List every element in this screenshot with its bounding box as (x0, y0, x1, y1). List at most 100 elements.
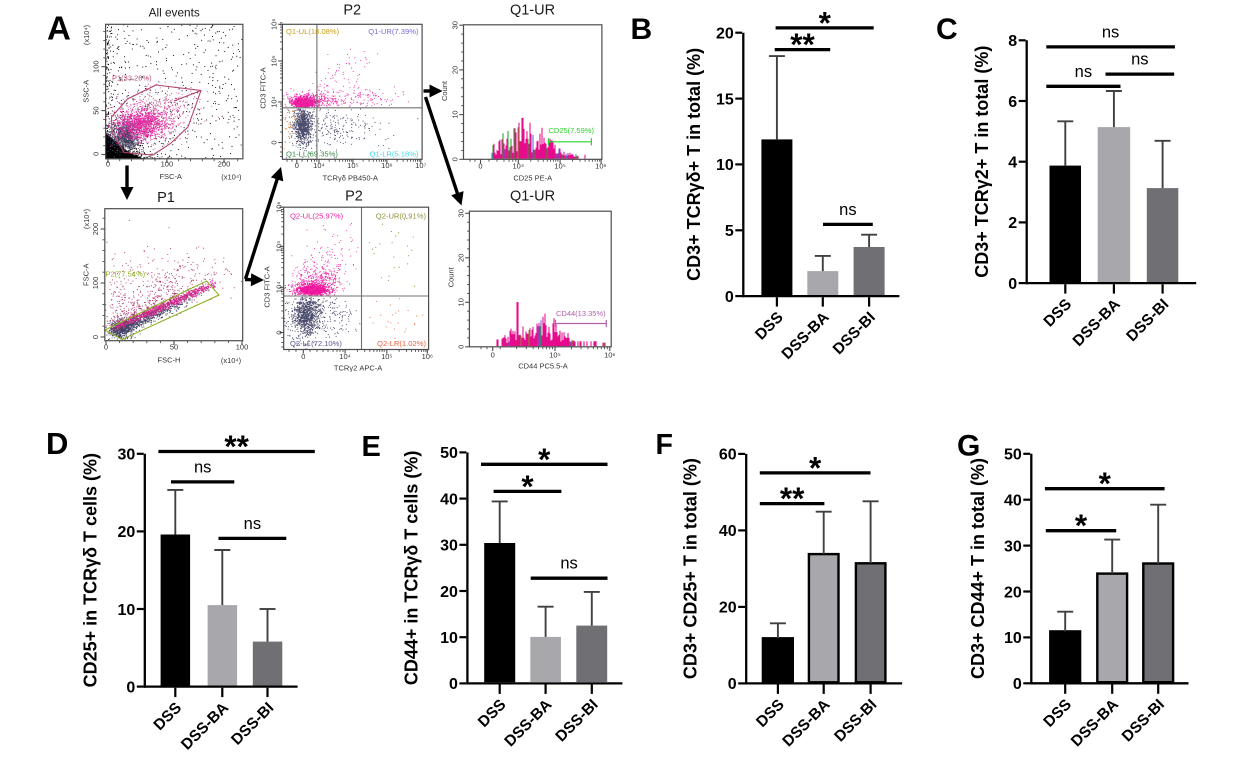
svg-text:CD3+ CD44+ T in total (%): CD3+ CD44+ T in total (%) (968, 458, 988, 679)
svg-text:30: 30 (451, 21, 460, 29)
svg-text:10⁷: 10⁷ (415, 161, 426, 170)
svg-text:10: 10 (118, 602, 136, 619)
svg-text:E: E (362, 431, 381, 463)
svg-text:CD44 PC5.5-A: CD44 PC5.5-A (518, 362, 568, 371)
svg-text:40: 40 (1004, 493, 1022, 510)
svg-text:CD25(7.59%): CD25(7.59%) (549, 126, 595, 135)
svg-text:50: 50 (92, 106, 101, 114)
svg-text:FSC-A: FSC-A (159, 172, 182, 181)
svg-text:SSC-A: SSC-A (82, 80, 91, 103)
svg-text:10⁶: 10⁶ (595, 162, 606, 171)
svg-text:CD3+ CD25+ T in total (%): CD3+ CD25+ T in total (%) (681, 458, 701, 679)
svg-text:ns: ns (839, 201, 856, 219)
svg-text:P1(33.26%): P1(33.26%) (112, 74, 152, 83)
svg-text:CD25 PE-A: CD25 PE-A (513, 174, 552, 183)
svg-text:Q2-LR(1.02%): Q2-LR(1.02%) (377, 339, 426, 348)
svg-text:ns: ns (1131, 51, 1148, 69)
svg-text:0: 0 (457, 345, 466, 349)
svg-text:A: A (47, 10, 71, 47)
svg-text:CD3 FITC-A: CD3 FITC-A (259, 67, 268, 108)
svg-text:0: 0 (92, 152, 101, 156)
svg-text:Count: Count (447, 266, 456, 287)
svg-text:(x10⁴): (x10⁴) (221, 356, 242, 365)
svg-text:Q1-LL(69.35%): Q1-LL(69.35%) (286, 150, 338, 159)
svg-text:100: 100 (92, 60, 101, 73)
svg-text:*: * (521, 468, 534, 504)
svg-text:30: 30 (440, 538, 458, 555)
svg-text:60: 60 (719, 447, 737, 464)
svg-text:10⁶: 10⁶ (604, 350, 615, 359)
svg-text:30: 30 (457, 209, 466, 217)
svg-text:50: 50 (170, 343, 178, 352)
svg-text:10: 10 (451, 110, 460, 118)
svg-text:Q2-LL(72.10%): Q2-LL(72.10%) (290, 339, 342, 348)
svg-text:CD44+ in TCRγδ T cells (%): CD44+ in TCRγδ T cells (%) (402, 451, 422, 685)
svg-text:0: 0 (449, 676, 458, 693)
svg-text:0: 0 (1008, 276, 1017, 293)
svg-text:ns: ns (194, 458, 211, 476)
svg-text:**: ** (790, 26, 815, 62)
svg-text:2: 2 (1008, 215, 1017, 232)
svg-text:20: 20 (118, 524, 136, 541)
svg-text:CD3 FITC-A: CD3 FITC-A (263, 266, 272, 307)
svg-text:0: 0 (270, 140, 279, 144)
svg-text:5: 5 (725, 223, 734, 240)
svg-text:Q1-LR(5.18%): Q1-LR(5.18%) (370, 150, 419, 159)
svg-text:10⁵: 10⁵ (381, 352, 392, 361)
svg-text:50: 50 (1004, 447, 1022, 464)
svg-text:Q1-UR(7.39%): Q1-UR(7.39%) (368, 27, 419, 36)
svg-text:P2(77.54%): P2(77.54%) (106, 270, 146, 279)
svg-text:0: 0 (301, 352, 305, 361)
svg-text:200: 200 (91, 223, 100, 236)
svg-text:All events: All events (149, 6, 200, 20)
svg-text:10⁵: 10⁵ (275, 241, 284, 252)
svg-text:P2: P2 (343, 3, 361, 19)
svg-text:100: 100 (161, 160, 174, 169)
svg-text:CD44(13.35%): CD44(13.35%) (556, 309, 606, 318)
svg-text:TCRγ2 APC-A: TCRγ2 APC-A (334, 364, 382, 373)
svg-text:F: F (656, 429, 673, 461)
svg-text:20: 20 (716, 26, 734, 43)
svg-text:10⁴: 10⁴ (313, 161, 325, 170)
svg-text:10⁶: 10⁶ (270, 19, 279, 30)
svg-text:10⁶: 10⁶ (381, 161, 392, 170)
svg-text:CD3+ TCRγ2+ T in total (%): CD3+ TCRγ2+ T in total (%) (972, 46, 992, 278)
svg-text:(x10⁴): (x10⁴) (82, 24, 91, 45)
svg-text:10⁴: 10⁴ (513, 162, 525, 171)
svg-text:C: C (936, 13, 958, 46)
svg-text:*: * (819, 4, 832, 40)
svg-text:0: 0 (275, 330, 284, 334)
svg-text:10: 10 (1004, 630, 1022, 647)
svg-text:6: 6 (1008, 94, 1017, 111)
svg-text:(x10⁴): (x10⁴) (82, 208, 91, 229)
svg-text:Q1-UL(18.08%): Q1-UL(18.08%) (286, 27, 340, 36)
svg-text:Q1-UR: Q1-UR (510, 189, 555, 205)
svg-text:CD25+ in TCRγδ T cells (%): CD25+ in TCRγδ T cells (%) (81, 453, 101, 687)
svg-text:*: * (538, 441, 551, 477)
svg-text:ns: ns (560, 555, 577, 573)
svg-text:20: 20 (457, 254, 466, 262)
svg-text:0: 0 (451, 157, 460, 161)
svg-text:*: * (1075, 507, 1088, 543)
svg-text:10: 10 (716, 157, 734, 174)
svg-text:10⁶: 10⁶ (275, 201, 284, 212)
svg-text:10⁵: 10⁵ (270, 55, 279, 66)
svg-text:8: 8 (1008, 33, 1017, 50)
svg-text:**: ** (224, 428, 249, 464)
svg-text:ns: ns (244, 515, 261, 533)
svg-text:40: 40 (719, 523, 737, 540)
svg-text:0: 0 (478, 162, 482, 171)
svg-text:0: 0 (491, 350, 495, 359)
svg-text:10⁴: 10⁴ (275, 282, 284, 294)
svg-text:30: 30 (1004, 538, 1022, 555)
svg-text:*: * (809, 449, 822, 485)
svg-text:0: 0 (295, 161, 299, 170)
svg-text:0: 0 (1013, 676, 1022, 693)
svg-text:10: 10 (440, 630, 458, 647)
svg-text:10⁴: 10⁴ (339, 352, 351, 361)
svg-text:**: ** (780, 480, 805, 516)
svg-text:100: 100 (236, 343, 249, 352)
svg-text:0: 0 (91, 335, 100, 339)
svg-text:Q1-UR: Q1-UR (510, 3, 555, 19)
svg-text:20: 20 (719, 600, 737, 617)
